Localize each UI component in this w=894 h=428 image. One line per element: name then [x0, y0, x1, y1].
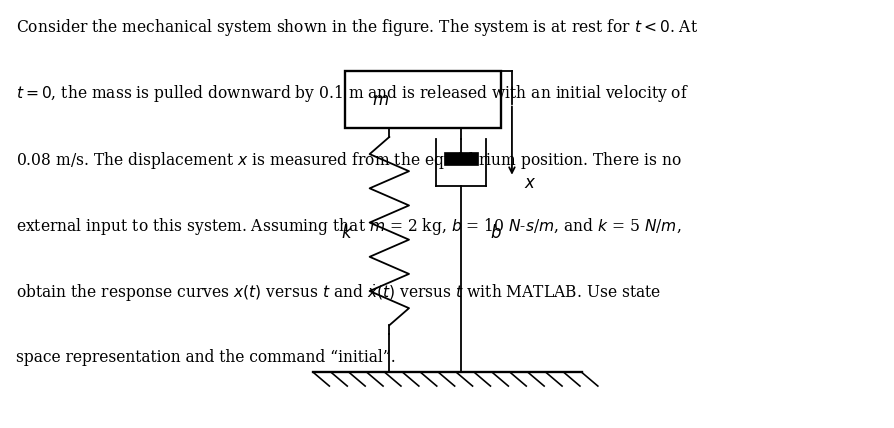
Text: external input to this system. Assuming that $m$ = 2 kg, $b$ = 10 $N$-$s$/$m$, a: external input to this system. Assuming … — [16, 216, 681, 237]
Text: 0.08 m/s. The displacement $x$ is measured from the equilibrium position. There : 0.08 m/s. The displacement $x$ is measur… — [16, 150, 681, 171]
Text: Consider the mechanical system shown in the figure. The system is at rest for $t: Consider the mechanical system shown in … — [16, 17, 697, 38]
Bar — [344, 71, 501, 128]
Text: $b$: $b$ — [490, 224, 502, 242]
Bar — [443, 152, 477, 165]
Text: $m$: $m$ — [371, 92, 389, 109]
Text: space representation and the command “initial”.: space representation and the command “in… — [16, 349, 395, 366]
Text: $t = 0$, the mass is pulled downward by 0.1 m and is released with an initial ve: $t = 0$, the mass is pulled downward by … — [16, 83, 688, 104]
Text: $k$: $k$ — [341, 224, 353, 242]
Text: $x$: $x$ — [524, 175, 536, 192]
Text: obtain the response curves $x(t)$ versus $t$ and $\dot{x}(t)$ versus $t$ with MA: obtain the response curves $x(t)$ versus… — [16, 282, 661, 304]
